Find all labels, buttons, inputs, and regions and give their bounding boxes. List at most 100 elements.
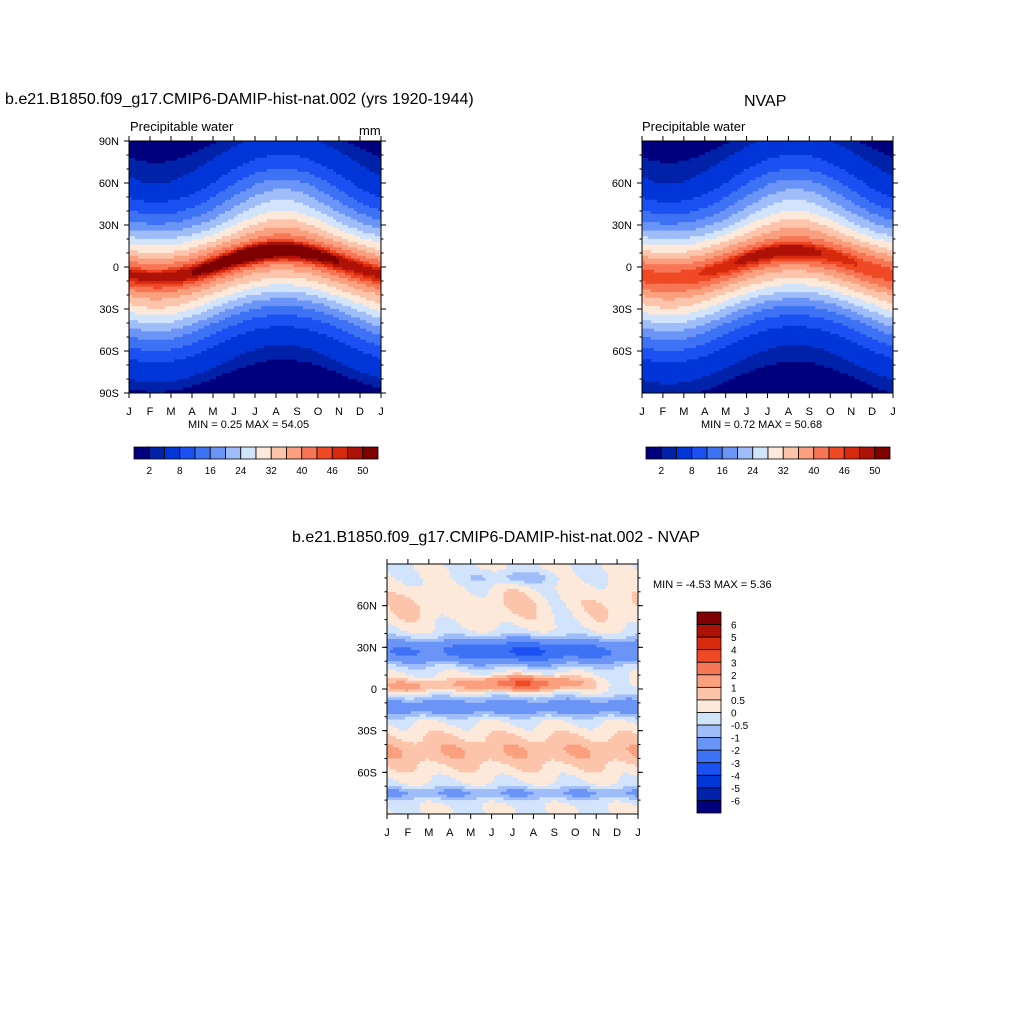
panel1-cell: [324, 247, 328, 251]
panel1-cell: [156, 281, 160, 285]
panel1-cell: [216, 202, 220, 206]
panel1-cell: [255, 205, 259, 209]
panel1-cell: [288, 197, 292, 201]
panel1-cell: [240, 143, 244, 148]
panel1-cell: [249, 191, 253, 195]
panel1-cell: [246, 300, 250, 304]
panel1-cell: [156, 236, 160, 240]
panel1-cell: [378, 230, 381, 234]
panel1-cell: [255, 239, 259, 243]
panel1-cell: [375, 191, 379, 195]
panel1-cell: [366, 267, 370, 271]
panel1-cell: [159, 194, 163, 198]
panel1-cell: [318, 169, 322, 173]
panel1-cell: [360, 230, 364, 234]
panel1-cell: [285, 281, 289, 285]
panel1-cell: [210, 264, 214, 268]
panel1-cell: [189, 152, 193, 156]
panel1-cell: [360, 213, 364, 218]
panel1-cell: [252, 253, 256, 257]
panel1-cell: [168, 255, 172, 260]
panel1-cell: [330, 278, 334, 282]
panel1-cell: [195, 289, 199, 293]
panel1-cell: [234, 253, 238, 257]
panel1-cell: [294, 185, 298, 190]
panel1-cell: [246, 236, 250, 240]
panel1-cell: [141, 295, 145, 299]
panel1-cell: [312, 149, 316, 153]
panel1-cell: [132, 146, 136, 150]
panel1-cell: [366, 255, 370, 260]
panel1-cell: [285, 233, 289, 237]
panel1-cell: [240, 283, 244, 288]
panel1-cell: [198, 166, 202, 170]
panel1-cell: [156, 297, 160, 302]
panel1-cell: [333, 286, 337, 290]
panel1-cell: [210, 272, 214, 276]
panel1-cell: [165, 283, 169, 288]
panel1-cell: [180, 202, 184, 206]
panel1-cell: [339, 174, 343, 178]
panel1-cell: [219, 177, 223, 181]
panel1-cell: [351, 258, 355, 262]
panel1-cell: [204, 202, 208, 206]
panel1-cell: [240, 174, 244, 178]
panel1-cell: [168, 278, 172, 282]
panel1-cell: [318, 253, 322, 257]
panel1-cell: [195, 283, 199, 288]
panel1-cell: [243, 261, 247, 265]
panel1-cell: [132, 272, 136, 276]
panel1-cell: [192, 152, 196, 156]
panel1-cell: [276, 166, 280, 170]
panel1-cell: [366, 169, 370, 173]
panel1-cell: [324, 197, 328, 201]
panel1-cell: [258, 297, 262, 302]
panel1-cell: [315, 297, 319, 302]
panel1-cell: [327, 171, 331, 176]
panel1-cell: [219, 236, 223, 240]
panel1-cell: [258, 219, 262, 223]
panel1-cell: [222, 264, 226, 268]
panel1-cell: [303, 241, 307, 246]
panel1-cell: [288, 199, 292, 204]
panel1-cell: [186, 289, 190, 293]
panel1-cell: [219, 219, 223, 223]
panel1-cell: [273, 213, 277, 218]
panel1-cell: [195, 211, 199, 215]
panel1-cell: [234, 250, 238, 254]
panel1-cell: [327, 213, 331, 218]
panel1-cell: [129, 169, 133, 173]
panel1-cell: [297, 286, 301, 290]
panel1-cell: [156, 152, 160, 156]
panel1-cell: [321, 194, 325, 198]
panel1-cell: [186, 213, 190, 218]
panel1-cell: [309, 230, 313, 234]
panel1-cell: [159, 300, 163, 304]
panel1-cell: [312, 267, 316, 271]
panel1-cell: [228, 208, 232, 212]
panel1-cell: [198, 169, 202, 173]
panel1-cell: [219, 174, 223, 178]
panel1-cell: [171, 208, 175, 212]
panel1-cell: [243, 166, 247, 170]
panel1-cell: [189, 297, 193, 302]
panel1-cell: [324, 211, 328, 215]
panel1-cell: [246, 152, 250, 156]
panel1-cell: [303, 303, 307, 307]
panel1-cell: [327, 202, 331, 206]
panel1-cell: [315, 286, 319, 290]
panel1-cell: [324, 171, 328, 176]
panel1-cell: [309, 275, 313, 279]
panel1-cell: [174, 163, 178, 167]
panel1-cell: [150, 194, 154, 198]
panel1-cell: [354, 300, 358, 304]
panel1-cell: [330, 227, 334, 232]
panel1-cell: [366, 194, 370, 198]
panel1-cell: [378, 160, 381, 164]
panel1-cell: [291, 197, 295, 201]
panel1-cell: [360, 180, 364, 184]
panel1-cell: [156, 289, 160, 293]
panel1-cell: [255, 146, 259, 150]
panel1-cell: [372, 283, 376, 288]
panel1-cell: [306, 205, 310, 209]
